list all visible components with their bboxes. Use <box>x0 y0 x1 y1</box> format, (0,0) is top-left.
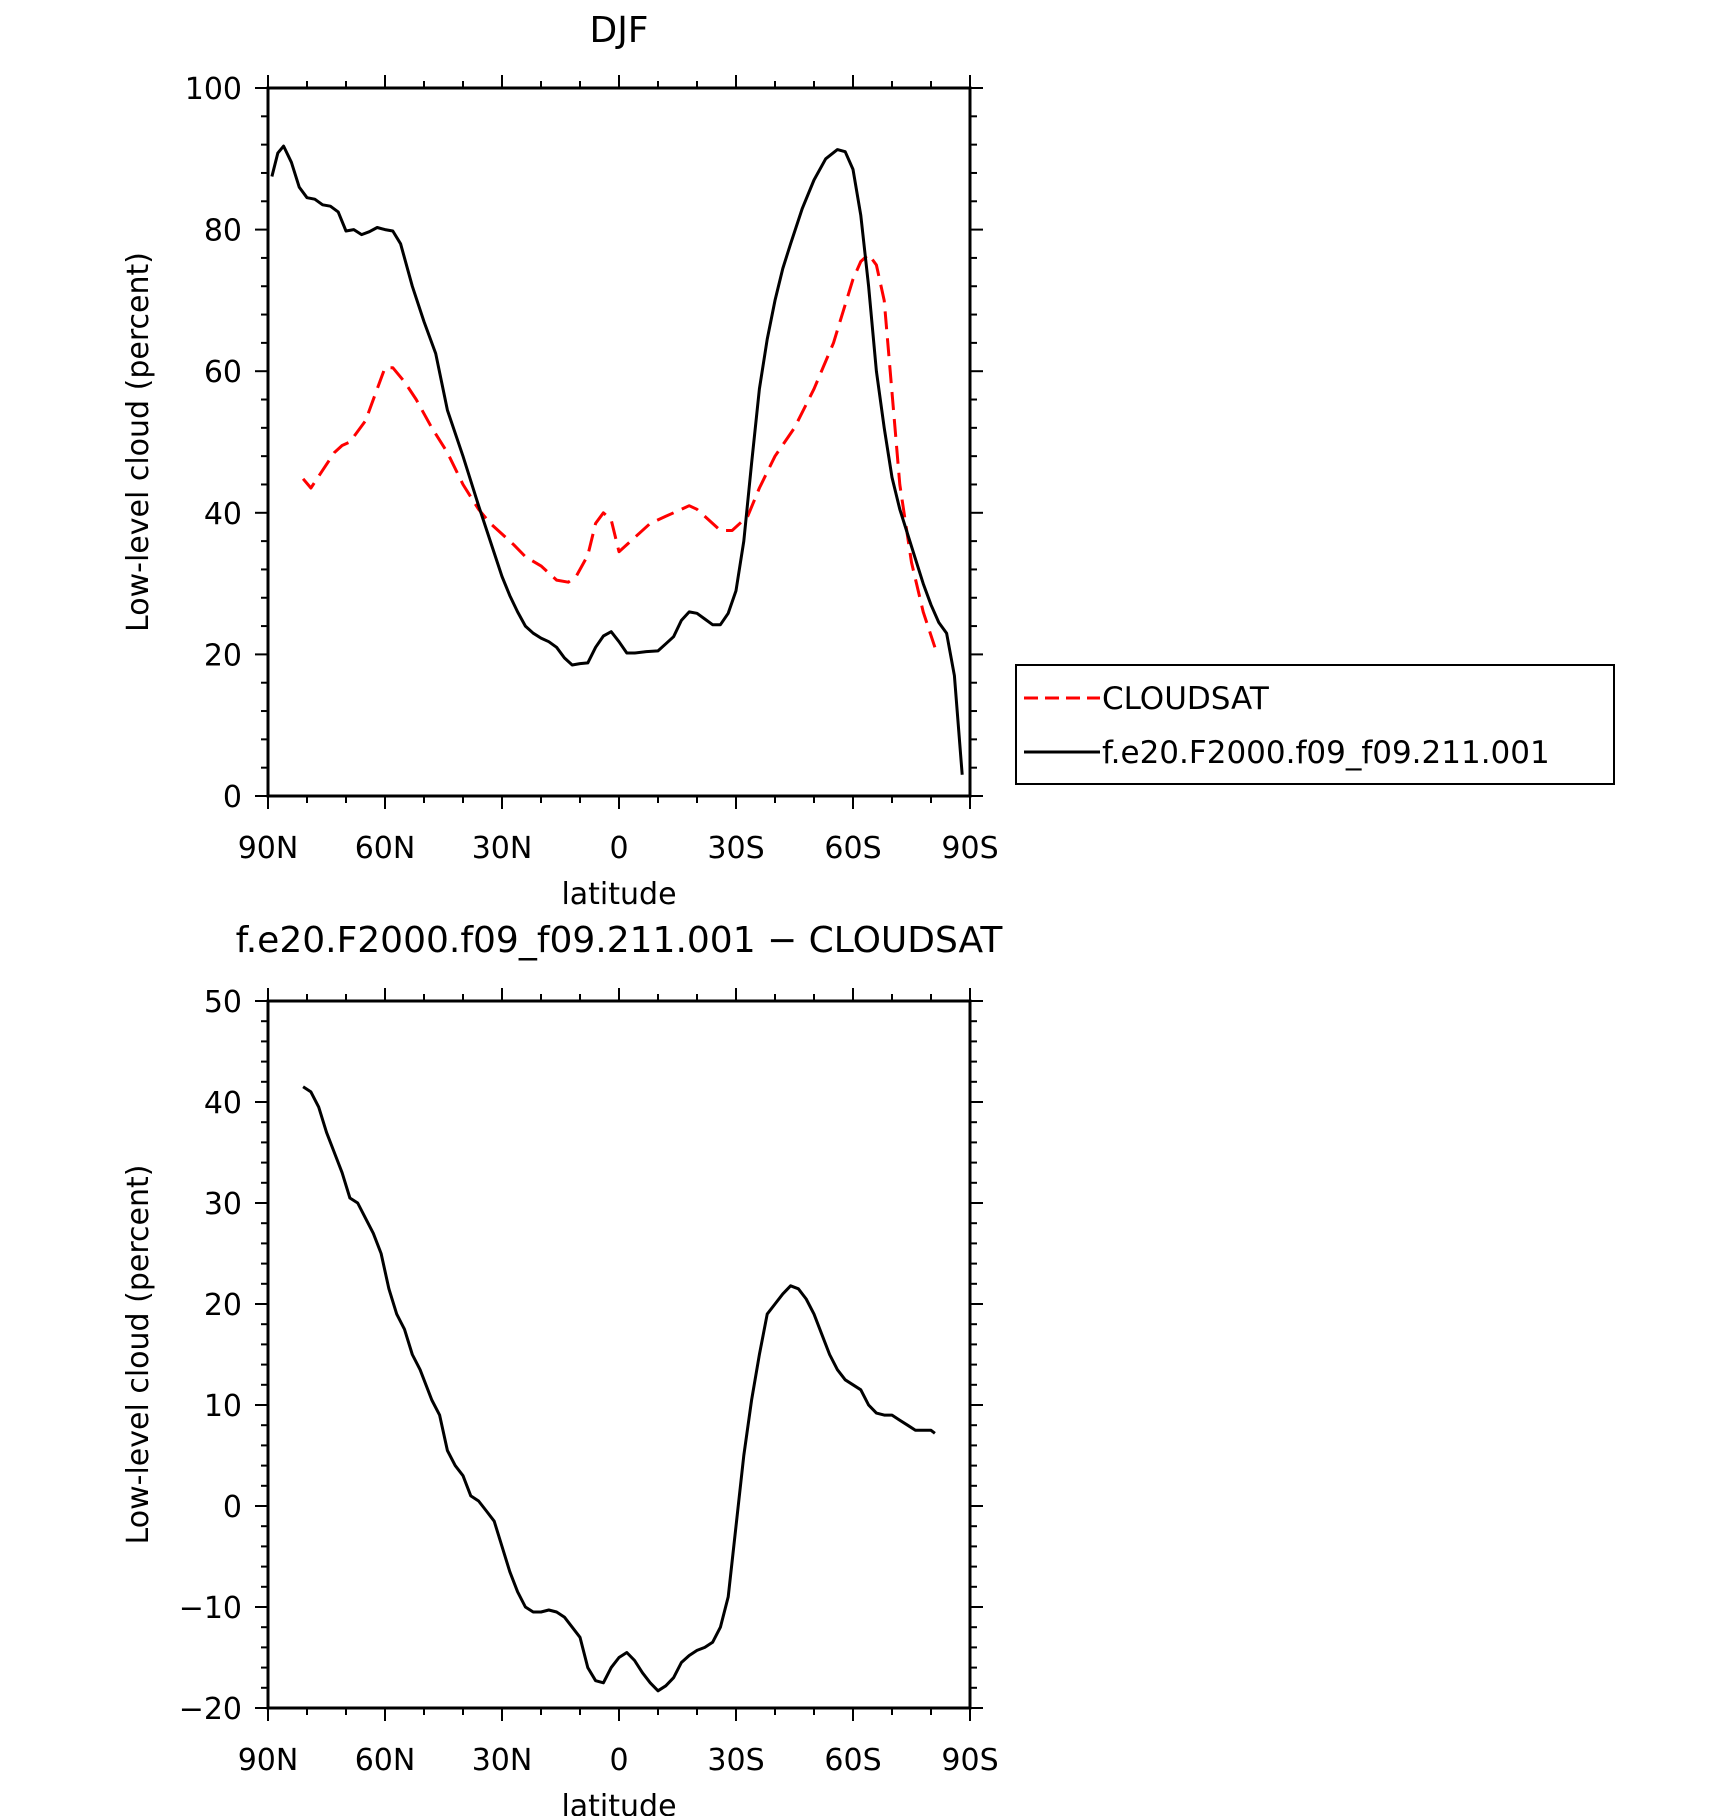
y-tick-label: 40 <box>204 497 242 532</box>
y-tick-label: 60 <box>204 355 242 390</box>
y-tick-label: 50 <box>204 985 242 1020</box>
plot-frame <box>266 86 972 798</box>
x-axis-label: latitude <box>561 877 676 912</box>
chart-title: DJF <box>589 10 648 51</box>
x-tick-label: 30N <box>472 831 533 866</box>
x-tick-label: 30S <box>707 831 764 866</box>
chart-title: f.e20.F2000.f09_f09.211.001 − CLOUDSAT <box>236 920 1004 961</box>
y-axis-label: Low-level cloud (percent) <box>121 1165 156 1545</box>
y-tick-label: 20 <box>204 638 242 673</box>
y-tick-label: 20 <box>204 1288 242 1323</box>
y-tick-label: −20 <box>179 1692 242 1727</box>
y-tick-label: 40 <box>204 1086 242 1121</box>
x-tick-label: 90N <box>238 1743 299 1778</box>
legend-label-1: f.e20.F2000.f09_f09.211.001 <box>1102 735 1550 771</box>
x-tick-label: 60N <box>355 831 416 866</box>
y-tick-label: 80 <box>204 214 242 249</box>
y-tick-label: 0 <box>223 780 242 815</box>
x-tick-label: 60S <box>824 1743 881 1778</box>
x-tick-label: 30S <box>707 1743 764 1778</box>
x-axis-label: latitude <box>561 1789 676 1816</box>
plot-frame <box>266 999 972 1710</box>
y-tick-label: −10 <box>179 1591 242 1626</box>
x-tick-label: 90S <box>941 831 998 866</box>
legend-label-0: CLOUDSAT <box>1102 681 1270 717</box>
x-tick-label: 60N <box>355 1743 416 1778</box>
y-tick-label: 10 <box>204 1389 242 1424</box>
x-tick-label: 0 <box>609 831 628 866</box>
series-line-0 <box>301 252 937 648</box>
y-tick-label: 100 <box>185 72 242 107</box>
y-tick-label: 0 <box>223 1490 242 1525</box>
x-tick-label: 0 <box>609 1743 628 1778</box>
panel-difference: 90N 60N 30N 0 30S 60S 90S −20 −10 0 10 20 30 40 50 f.e2… <box>121 920 1003 1816</box>
x-tick-label: 60S <box>824 831 881 866</box>
y-tick-label: 30 <box>204 1187 242 1222</box>
series-line-1 <box>270 144 964 775</box>
legend-box <box>1015 664 1615 785</box>
y-axis-label: Low-level cloud (percent) <box>121 252 156 632</box>
series-line-0 <box>302 1085 936 1693</box>
x-tick-label: 90N <box>238 831 299 866</box>
panel-djf: 90N 60N 30N 0 30S 60S 90S 0 20 40 60 80 100 DJF latitu… <box>121 10 1615 912</box>
x-tick-label: 90S <box>941 1743 998 1778</box>
x-tick-label: 30N <box>472 1743 533 1778</box>
